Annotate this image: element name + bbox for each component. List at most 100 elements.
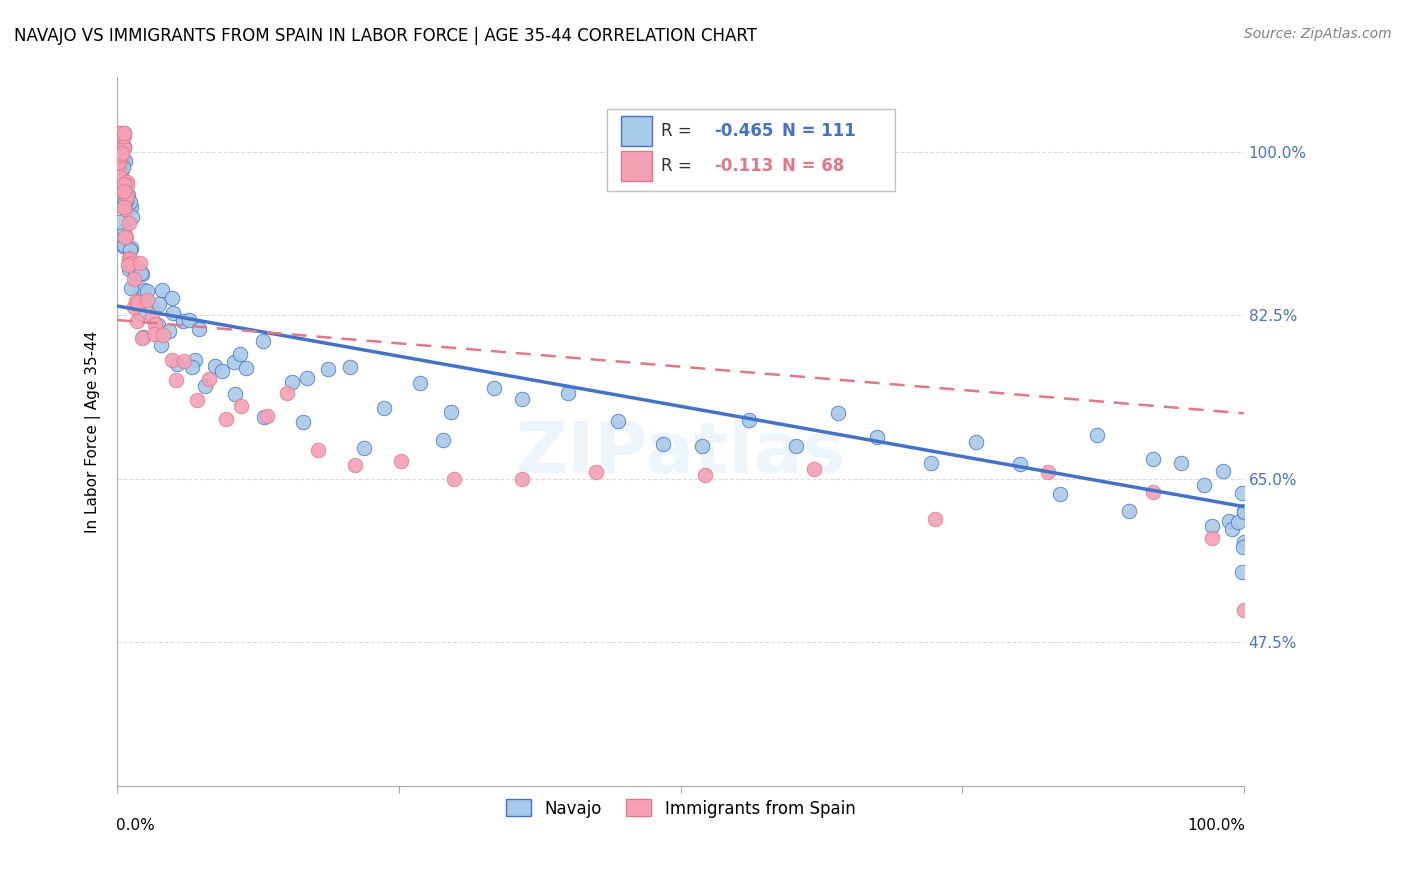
Point xyxy=(110,146,132,161)
Point xyxy=(107,161,129,175)
Text: 0.0%: 0.0% xyxy=(117,818,155,833)
Text: -0.113: -0.113 xyxy=(714,157,773,175)
Point xyxy=(231,399,253,413)
Point xyxy=(111,146,134,161)
FancyBboxPatch shape xyxy=(621,151,652,181)
Point xyxy=(482,381,505,395)
Text: NAVAJO VS IMMIGRANTS FROM SPAIN IN LABOR FORCE | AGE 35-44 CORRELATION CHART: NAVAJO VS IMMIGRANTS FROM SPAIN IN LABOR… xyxy=(14,27,756,45)
Point xyxy=(121,255,143,269)
Point xyxy=(1230,566,1253,580)
Point xyxy=(142,326,165,341)
Point xyxy=(160,291,183,305)
Point xyxy=(224,387,246,401)
Point xyxy=(1085,427,1108,442)
Point xyxy=(105,128,128,142)
Point xyxy=(149,338,172,352)
Point xyxy=(121,210,143,224)
Point xyxy=(114,194,136,209)
Point xyxy=(184,352,207,367)
Point xyxy=(112,129,135,144)
Point xyxy=(108,127,131,141)
Point xyxy=(152,327,174,342)
Point xyxy=(1201,518,1223,533)
Point xyxy=(112,237,135,252)
Point xyxy=(121,241,143,255)
Point xyxy=(965,434,987,449)
Point xyxy=(110,132,132,146)
Point xyxy=(1118,504,1140,518)
Point xyxy=(344,458,367,472)
Point xyxy=(129,266,152,280)
Point xyxy=(127,295,149,310)
Point xyxy=(339,359,361,374)
Point xyxy=(108,134,131,148)
Point xyxy=(131,331,153,345)
Legend: Navajo, Immigrants from Spain: Navajo, Immigrants from Spain xyxy=(499,793,862,824)
Point xyxy=(1192,478,1215,492)
Point xyxy=(1049,487,1071,501)
Text: ZIPatlas: ZIPatlas xyxy=(516,418,845,488)
Point xyxy=(118,216,141,230)
Point xyxy=(1232,540,1254,554)
Point xyxy=(510,472,533,486)
Point xyxy=(111,143,134,157)
Point xyxy=(1232,603,1254,617)
Point xyxy=(373,401,395,415)
Point xyxy=(318,362,340,376)
Point xyxy=(197,372,219,386)
Point xyxy=(108,127,131,141)
Point xyxy=(105,156,128,170)
Point xyxy=(194,379,217,393)
Text: R =: R = xyxy=(661,121,697,140)
Point xyxy=(108,155,131,169)
Point xyxy=(146,318,169,332)
Point xyxy=(409,376,432,391)
Point xyxy=(112,184,135,198)
Point xyxy=(114,202,136,217)
Point xyxy=(181,359,204,374)
Point xyxy=(129,292,152,306)
Text: N = 111: N = 111 xyxy=(782,121,856,140)
Point xyxy=(110,181,132,195)
Point xyxy=(135,293,157,308)
Point xyxy=(510,392,533,406)
Point xyxy=(127,314,149,328)
Point xyxy=(107,174,129,188)
Point xyxy=(115,194,138,209)
Point xyxy=(785,439,807,453)
Point xyxy=(112,200,135,214)
Point xyxy=(108,170,131,185)
Point xyxy=(112,141,135,155)
Point xyxy=(389,454,412,468)
Point xyxy=(108,152,131,166)
Point xyxy=(118,243,141,257)
Point xyxy=(108,153,131,167)
Point xyxy=(557,385,579,400)
Point xyxy=(114,193,136,207)
Point xyxy=(866,430,889,444)
Point xyxy=(118,261,141,276)
Point xyxy=(115,178,138,193)
Point xyxy=(1233,505,1256,519)
Point xyxy=(188,322,211,336)
Point xyxy=(117,258,139,272)
Point xyxy=(172,314,194,328)
Point xyxy=(105,155,128,169)
Point xyxy=(162,306,184,320)
Point xyxy=(229,347,252,361)
Point xyxy=(157,324,180,338)
Point xyxy=(112,128,135,143)
Point xyxy=(118,194,141,209)
Point xyxy=(443,472,465,486)
Point xyxy=(110,147,132,161)
Point xyxy=(115,175,138,189)
Point xyxy=(1230,486,1253,500)
Point xyxy=(110,166,132,180)
Point xyxy=(112,127,135,141)
Point xyxy=(115,190,138,204)
Point xyxy=(292,415,315,429)
Point xyxy=(222,355,245,369)
Point xyxy=(1218,515,1240,529)
Point xyxy=(432,433,454,447)
Point xyxy=(173,354,195,368)
